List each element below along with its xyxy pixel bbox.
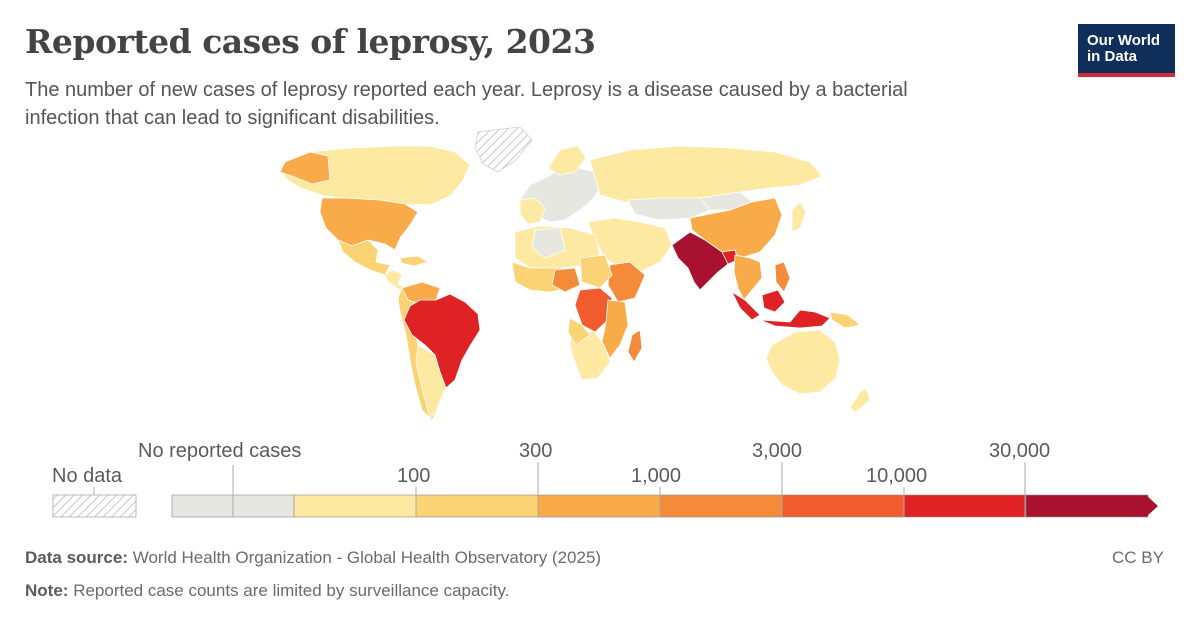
region-papua-new-guinea[interactable]	[829, 311, 861, 329]
region-angola[interactable]	[567, 317, 591, 346]
region-middle-east[interactable]	[587, 217, 673, 273]
region-southern-cone[interactable]	[415, 344, 447, 419]
legend-no-cases-label: No reported cases	[138, 440, 302, 462]
region-indonesia-sumatra[interactable]	[731, 290, 761, 321]
chart-title: Reported cases of leprosy, 2023	[25, 22, 596, 61]
note-label: Note:	[25, 581, 69, 600]
note-text: Reported case counts are limited by surv…	[73, 581, 510, 600]
legend-threshold-100: 100	[397, 465, 431, 487]
region-western-europe[interactable]	[519, 197, 546, 225]
legend-threshold-300: 300	[519, 440, 553, 462]
legend-bin-7[interactable]	[1025, 494, 1149, 518]
legend-bin-5[interactable]	[781, 494, 905, 518]
region-ethiopia[interactable]	[607, 261, 646, 303]
region-southeast-asia[interactable]	[733, 254, 763, 301]
legend-bin-2[interactable]	[415, 494, 539, 518]
license-link[interactable]: CC BY	[1112, 548, 1164, 567]
legend-bin-3[interactable]	[537, 494, 661, 518]
logo-line-2: in Data	[1087, 47, 1138, 65]
region-scandinavia[interactable]	[547, 145, 587, 176]
region-japan[interactable]	[791, 201, 807, 233]
region-australia[interactable]	[765, 329, 841, 395]
data-source-line: Data source: World Health Organization -…	[25, 548, 601, 568]
region-caribbean[interactable]	[399, 255, 429, 267]
legend-no-data-swatch	[52, 494, 137, 518]
region-nigeria[interactable]	[551, 267, 581, 293]
legend-arrow	[1146, 495, 1158, 517]
region-mexico[interactable]	[337, 239, 391, 276]
region-philippines[interactable]	[774, 261, 791, 293]
legend-threshold-3000: 3,000	[752, 440, 803, 462]
region-kazakhstan[interactable]	[627, 197, 711, 221]
legend-bin-6[interactable]	[903, 494, 1027, 518]
region-algeria[interactable]	[531, 227, 566, 259]
region-dr-congo[interactable]	[574, 287, 613, 333]
region-india[interactable]	[671, 231, 736, 291]
note-line: Note: Reported case counts are limited b…	[25, 581, 509, 601]
region-sudan[interactable]	[579, 254, 613, 289]
data-source-label: Data source:	[25, 548, 128, 567]
legend-threshold-30000: 30,000	[989, 440, 1051, 462]
region-east-africa[interactable]	[601, 299, 629, 359]
region-indonesia-east[interactable]	[759, 309, 831, 329]
data-source-link[interactable]: World Health Organization - Global Healt…	[132, 548, 602, 567]
legend-threshold-10000: 10,000	[866, 465, 928, 487]
region-canada[interactable]	[282, 145, 471, 206]
region-indonesia-borneo[interactable]	[761, 289, 786, 313]
region-china[interactable]	[689, 197, 783, 259]
our-world-in-data-logo[interactable]: Our World in Data	[1078, 24, 1175, 77]
region-brazil[interactable]	[403, 293, 481, 389]
logo-line-1: Our World	[1087, 31, 1161, 49]
region-new-zealand[interactable]	[849, 387, 871, 413]
region-usa[interactable]	[319, 197, 419, 251]
legend-bin-1[interactable]	[293, 494, 417, 518]
legend-no-data-label: No data	[52, 465, 123, 487]
chart-subtitle: The number of new cases of leprosy repor…	[25, 79, 908, 129]
region-madagascar[interactable]	[627, 329, 643, 363]
region-greenland[interactable]	[474, 126, 533, 173]
region-alaska[interactable]	[279, 151, 331, 185]
legend-threshold-1000: 1,000	[631, 465, 682, 487]
legend-bin-4[interactable]	[659, 494, 783, 518]
